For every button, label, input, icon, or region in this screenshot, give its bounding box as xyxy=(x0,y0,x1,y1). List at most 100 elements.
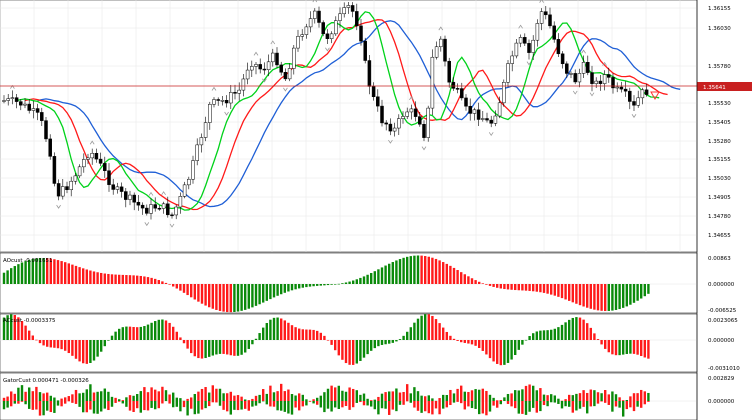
gator-lower-bar xyxy=(571,401,574,413)
gator-upper-bar xyxy=(398,392,402,401)
candle-body xyxy=(10,97,15,99)
histogram-bar xyxy=(510,284,513,290)
gator-upper-bar xyxy=(348,387,351,401)
histogram-bar xyxy=(632,284,636,303)
histogram-bar xyxy=(280,284,283,295)
histogram-bar xyxy=(182,284,186,293)
gator-upper-bar xyxy=(593,390,596,401)
gator-lower-bar xyxy=(438,401,441,415)
candle-body xyxy=(275,52,279,66)
gator-upper-bar xyxy=(251,398,254,401)
candle-body xyxy=(279,64,283,73)
candle-body xyxy=(523,37,527,44)
fractal-up-arrow-icon xyxy=(89,140,95,145)
histogram-bar xyxy=(427,256,430,284)
gator-lower-bar xyxy=(200,401,204,410)
gator-lower-bar xyxy=(161,401,164,404)
candle-body xyxy=(132,194,136,203)
histogram-bar xyxy=(218,284,222,311)
gator-lower-bar xyxy=(46,401,49,411)
gator-lower-bar xyxy=(287,401,290,414)
candle-body xyxy=(136,201,141,206)
gator-upper-bar xyxy=(287,389,290,401)
histogram-bar xyxy=(542,330,546,340)
histogram-bar xyxy=(247,284,250,309)
histogram-bar xyxy=(82,268,85,284)
gator-lower-bar xyxy=(607,401,610,405)
gator-upper-bar xyxy=(586,392,589,401)
histogram-bar xyxy=(337,283,340,285)
gator-lower-bar xyxy=(20,401,24,402)
candle-body xyxy=(283,72,288,80)
histogram-bar xyxy=(391,262,394,284)
gator-upper-bar xyxy=(74,389,78,401)
fractal-up-arrow-icon xyxy=(148,191,154,196)
fractal-down-arrow-icon xyxy=(488,132,494,137)
histogram-bar xyxy=(467,276,470,284)
gator-lower-bar xyxy=(240,401,243,410)
gator-lower-bar xyxy=(172,401,175,408)
ac-pane-title: ACcust -0.0003375 xyxy=(3,318,56,324)
histogram-bar xyxy=(92,340,96,361)
histogram-bar xyxy=(344,340,348,364)
gator-upper-bar xyxy=(262,389,265,401)
gator-upper-bar xyxy=(244,399,247,401)
gator-lower-bar xyxy=(114,401,117,403)
gator-lower-bar xyxy=(323,401,326,413)
candle-body xyxy=(485,118,489,121)
gator-lower-bar xyxy=(647,401,650,402)
gator-lower-bar xyxy=(499,401,502,405)
gator-indicator-pane[interactable]: GatorCust 0.000471 -0.000326 0.002829 0.… xyxy=(0,372,735,420)
histogram-bar xyxy=(434,258,438,284)
gator-upper-bar xyxy=(596,392,600,401)
histogram-bar xyxy=(348,340,351,365)
histogram-bar xyxy=(388,340,391,344)
gator-lower-bar xyxy=(78,401,81,407)
fractal-down-arrow-icon xyxy=(589,92,595,97)
gator-lower-bar xyxy=(618,401,621,408)
histogram-bar xyxy=(586,284,589,308)
jaw-polyline xyxy=(37,20,681,208)
histogram-bar xyxy=(283,320,286,340)
ao-histogram xyxy=(2,255,650,313)
gator-lower-bar xyxy=(488,401,492,412)
gator-lower-bar xyxy=(402,401,405,405)
gator-upper-bar xyxy=(233,395,236,401)
histogram-bar xyxy=(625,340,628,354)
histogram-bar xyxy=(110,335,114,340)
candle-body xyxy=(615,86,619,89)
price-pane[interactable]: 1.36155 1.36030 1.35780 1.35530 1.35405 … xyxy=(0,0,752,253)
candle-body xyxy=(611,77,615,89)
ao-indicator-pane[interactable]: AOcust -0.001651 0.00863 0.000000 -0.006… xyxy=(0,252,737,314)
gator-upper-bar xyxy=(564,399,567,401)
gator-upper-bar xyxy=(380,393,384,401)
candle-body xyxy=(548,14,552,27)
histogram-bar xyxy=(280,318,283,340)
histogram-bar xyxy=(503,340,506,365)
candle-body xyxy=(430,56,435,109)
gator-upper-bar xyxy=(517,390,520,401)
histogram-bar xyxy=(42,340,45,346)
histogram-bar xyxy=(391,340,394,343)
ac-indicator-pane[interactable]: ACcust -0.0003375 0.0023065 0.000000 -0.… xyxy=(0,313,740,373)
candle-body xyxy=(98,158,103,164)
histogram-bar xyxy=(319,332,322,340)
gator-upper-bar xyxy=(488,394,492,401)
histogram-bar xyxy=(506,340,510,363)
gator-upper-bar xyxy=(542,394,546,401)
histogram-bar xyxy=(470,278,474,284)
candle-body xyxy=(212,99,216,105)
fractal-up-arrow-icon xyxy=(602,61,607,66)
histogram-bar xyxy=(114,331,117,340)
gator-upper-bar xyxy=(528,384,531,401)
histogram-bar xyxy=(121,327,124,340)
histogram-bar xyxy=(161,281,164,284)
gator-upper-bar xyxy=(614,394,618,401)
gator-lower-bar xyxy=(35,401,38,410)
histogram-bar xyxy=(647,340,650,359)
histogram-bar xyxy=(20,262,24,284)
fractal-down-arrow-icon xyxy=(631,114,637,118)
gator-lower-bar xyxy=(89,401,92,410)
gator-upper-bar xyxy=(294,395,297,401)
gator-lower-bar xyxy=(218,401,222,406)
